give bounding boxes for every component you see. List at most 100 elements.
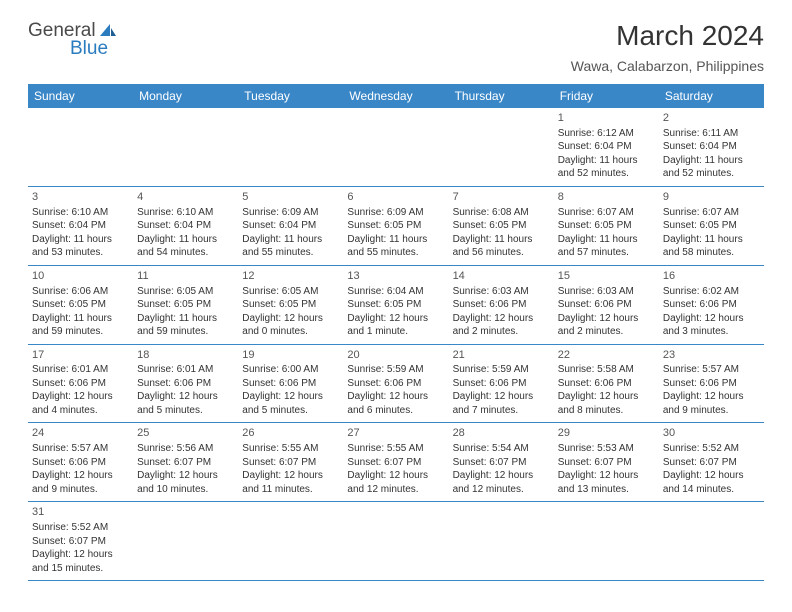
day-info-line: Sunset: 6:07 PM [453, 456, 550, 470]
day-header: Monday [133, 84, 238, 108]
day-info-line: and 8 minutes. [558, 404, 655, 418]
day-cell: 11Sunrise: 6:05 AMSunset: 6:05 PMDayligh… [133, 266, 238, 344]
day-header: Sunday [28, 84, 133, 108]
day-info-line: Daylight: 11 hours [347, 233, 444, 247]
day-info-line: and 2 minutes. [558, 325, 655, 339]
day-info-line: Sunset: 6:06 PM [558, 377, 655, 391]
day-number: 18 [137, 348, 234, 363]
day-info-line: and 55 minutes. [242, 246, 339, 260]
day-info-line: and 1 minute. [347, 325, 444, 339]
day-info-line: Sunset: 6:05 PM [32, 298, 129, 312]
day-info-line: and 52 minutes. [663, 167, 760, 181]
week-row: 17Sunrise: 6:01 AMSunset: 6:06 PMDayligh… [28, 345, 764, 424]
day-info-line: Daylight: 12 hours [347, 312, 444, 326]
day-info-line: Daylight: 12 hours [558, 469, 655, 483]
day-cell: 14Sunrise: 6:03 AMSunset: 6:06 PMDayligh… [449, 266, 554, 344]
day-info-line: Sunrise: 5:59 AM [453, 363, 550, 377]
day-number: 22 [558, 348, 655, 363]
day-header: Tuesday [238, 84, 343, 108]
day-info-line: Sunrise: 6:01 AM [137, 363, 234, 377]
day-info-line: Sunset: 6:06 PM [558, 298, 655, 312]
day-number: 3 [32, 190, 129, 205]
day-info-line: Sunrise: 6:05 AM [137, 285, 234, 299]
location-subtitle: Wawa, Calabarzon, Philippines [571, 58, 764, 74]
month-title: March 2024 [571, 20, 764, 52]
day-info-line: Daylight: 12 hours [663, 469, 760, 483]
day-info-line: Daylight: 11 hours [32, 312, 129, 326]
day-cell: 22Sunrise: 5:58 AMSunset: 6:06 PMDayligh… [554, 345, 659, 423]
day-info-line: and 14 minutes. [663, 483, 760, 497]
day-info-line: Sunrise: 6:07 AM [558, 206, 655, 220]
day-number: 20 [347, 348, 444, 363]
logo: GeneralBlue [28, 20, 118, 60]
day-info-line: Daylight: 12 hours [32, 469, 129, 483]
day-info-line: Sunrise: 6:03 AM [558, 285, 655, 299]
day-info-line: and 56 minutes. [453, 246, 550, 260]
day-info-line: Daylight: 12 hours [32, 548, 129, 562]
day-info-line: Daylight: 12 hours [242, 469, 339, 483]
day-info-line: and 9 minutes. [663, 404, 760, 418]
week-row: 10Sunrise: 6:06 AMSunset: 6:05 PMDayligh… [28, 266, 764, 345]
day-cell: 4Sunrise: 6:10 AMSunset: 6:04 PMDaylight… [133, 187, 238, 265]
title-block: March 2024 Wawa, Calabarzon, Philippines [571, 20, 764, 74]
day-info-line: Daylight: 12 hours [453, 312, 550, 326]
day-info-line: Sunset: 6:07 PM [663, 456, 760, 470]
day-number: 11 [137, 269, 234, 284]
day-info-line: and 53 minutes. [32, 246, 129, 260]
day-cell: 25Sunrise: 5:56 AMSunset: 6:07 PMDayligh… [133, 423, 238, 501]
day-info-line: Sunrise: 6:00 AM [242, 363, 339, 377]
day-info-line: Sunrise: 5:56 AM [137, 442, 234, 456]
day-info-line: and 5 minutes. [137, 404, 234, 418]
day-info-line: Sunrise: 6:02 AM [663, 285, 760, 299]
day-info-line: Sunset: 6:07 PM [347, 456, 444, 470]
day-info-line: Sunset: 6:05 PM [558, 219, 655, 233]
day-cell: 29Sunrise: 5:53 AMSunset: 6:07 PMDayligh… [554, 423, 659, 501]
day-info-line: Daylight: 11 hours [453, 233, 550, 247]
day-cell: 27Sunrise: 5:55 AMSunset: 6:07 PMDayligh… [343, 423, 448, 501]
day-info-line: Daylight: 12 hours [137, 390, 234, 404]
day-cell: 30Sunrise: 5:52 AMSunset: 6:07 PMDayligh… [659, 423, 764, 501]
day-info-line: Sunrise: 5:57 AM [32, 442, 129, 456]
day-info-line: Sunrise: 6:04 AM [347, 285, 444, 299]
day-number: 7 [453, 190, 550, 205]
day-info-line: and 11 minutes. [242, 483, 339, 497]
empty-cell [449, 108, 554, 186]
day-info-line: Daylight: 11 hours [137, 312, 234, 326]
day-info-line: and 52 minutes. [558, 167, 655, 181]
day-info-line: Daylight: 12 hours [242, 312, 339, 326]
day-info-line: Sunset: 6:05 PM [242, 298, 339, 312]
day-info-line: Sunset: 6:05 PM [347, 219, 444, 233]
day-number: 25 [137, 426, 234, 441]
day-cell: 5Sunrise: 6:09 AMSunset: 6:04 PMDaylight… [238, 187, 343, 265]
day-cell: 10Sunrise: 6:06 AMSunset: 6:05 PMDayligh… [28, 266, 133, 344]
day-number: 29 [558, 426, 655, 441]
day-info-line: Sunset: 6:04 PM [242, 219, 339, 233]
day-info-line: and 55 minutes. [347, 246, 444, 260]
day-info-line: Sunrise: 6:10 AM [32, 206, 129, 220]
day-info-line: Sunset: 6:06 PM [663, 377, 760, 391]
day-number: 12 [242, 269, 339, 284]
day-info-line: Sunset: 6:06 PM [242, 377, 339, 391]
day-cell: 31Sunrise: 5:52 AMSunset: 6:07 PMDayligh… [28, 502, 133, 580]
day-info-line: Sunset: 6:05 PM [347, 298, 444, 312]
day-info-line: Sunrise: 5:55 AM [242, 442, 339, 456]
day-info-line: and 57 minutes. [558, 246, 655, 260]
day-number: 15 [558, 269, 655, 284]
day-info-line: and 59 minutes. [32, 325, 129, 339]
empty-cell [133, 502, 238, 580]
day-info-line: and 3 minutes. [663, 325, 760, 339]
calendar: Sunday Monday Tuesday Wednesday Thursday… [28, 84, 764, 581]
day-info-line: Daylight: 12 hours [137, 469, 234, 483]
day-info-line: Sunset: 6:06 PM [32, 456, 129, 470]
day-info-line: Daylight: 11 hours [558, 154, 655, 168]
day-info-line: Sunrise: 6:01 AM [32, 363, 129, 377]
day-info-line: Sunrise: 5:59 AM [347, 363, 444, 377]
day-info-line: and 58 minutes. [663, 246, 760, 260]
day-number: 9 [663, 190, 760, 205]
day-number: 19 [242, 348, 339, 363]
day-info-line: Sunrise: 6:11 AM [663, 127, 760, 141]
day-number: 13 [347, 269, 444, 284]
day-header: Wednesday [343, 84, 448, 108]
day-info-line: Sunrise: 5:52 AM [32, 521, 129, 535]
day-info-line: Daylight: 12 hours [663, 390, 760, 404]
